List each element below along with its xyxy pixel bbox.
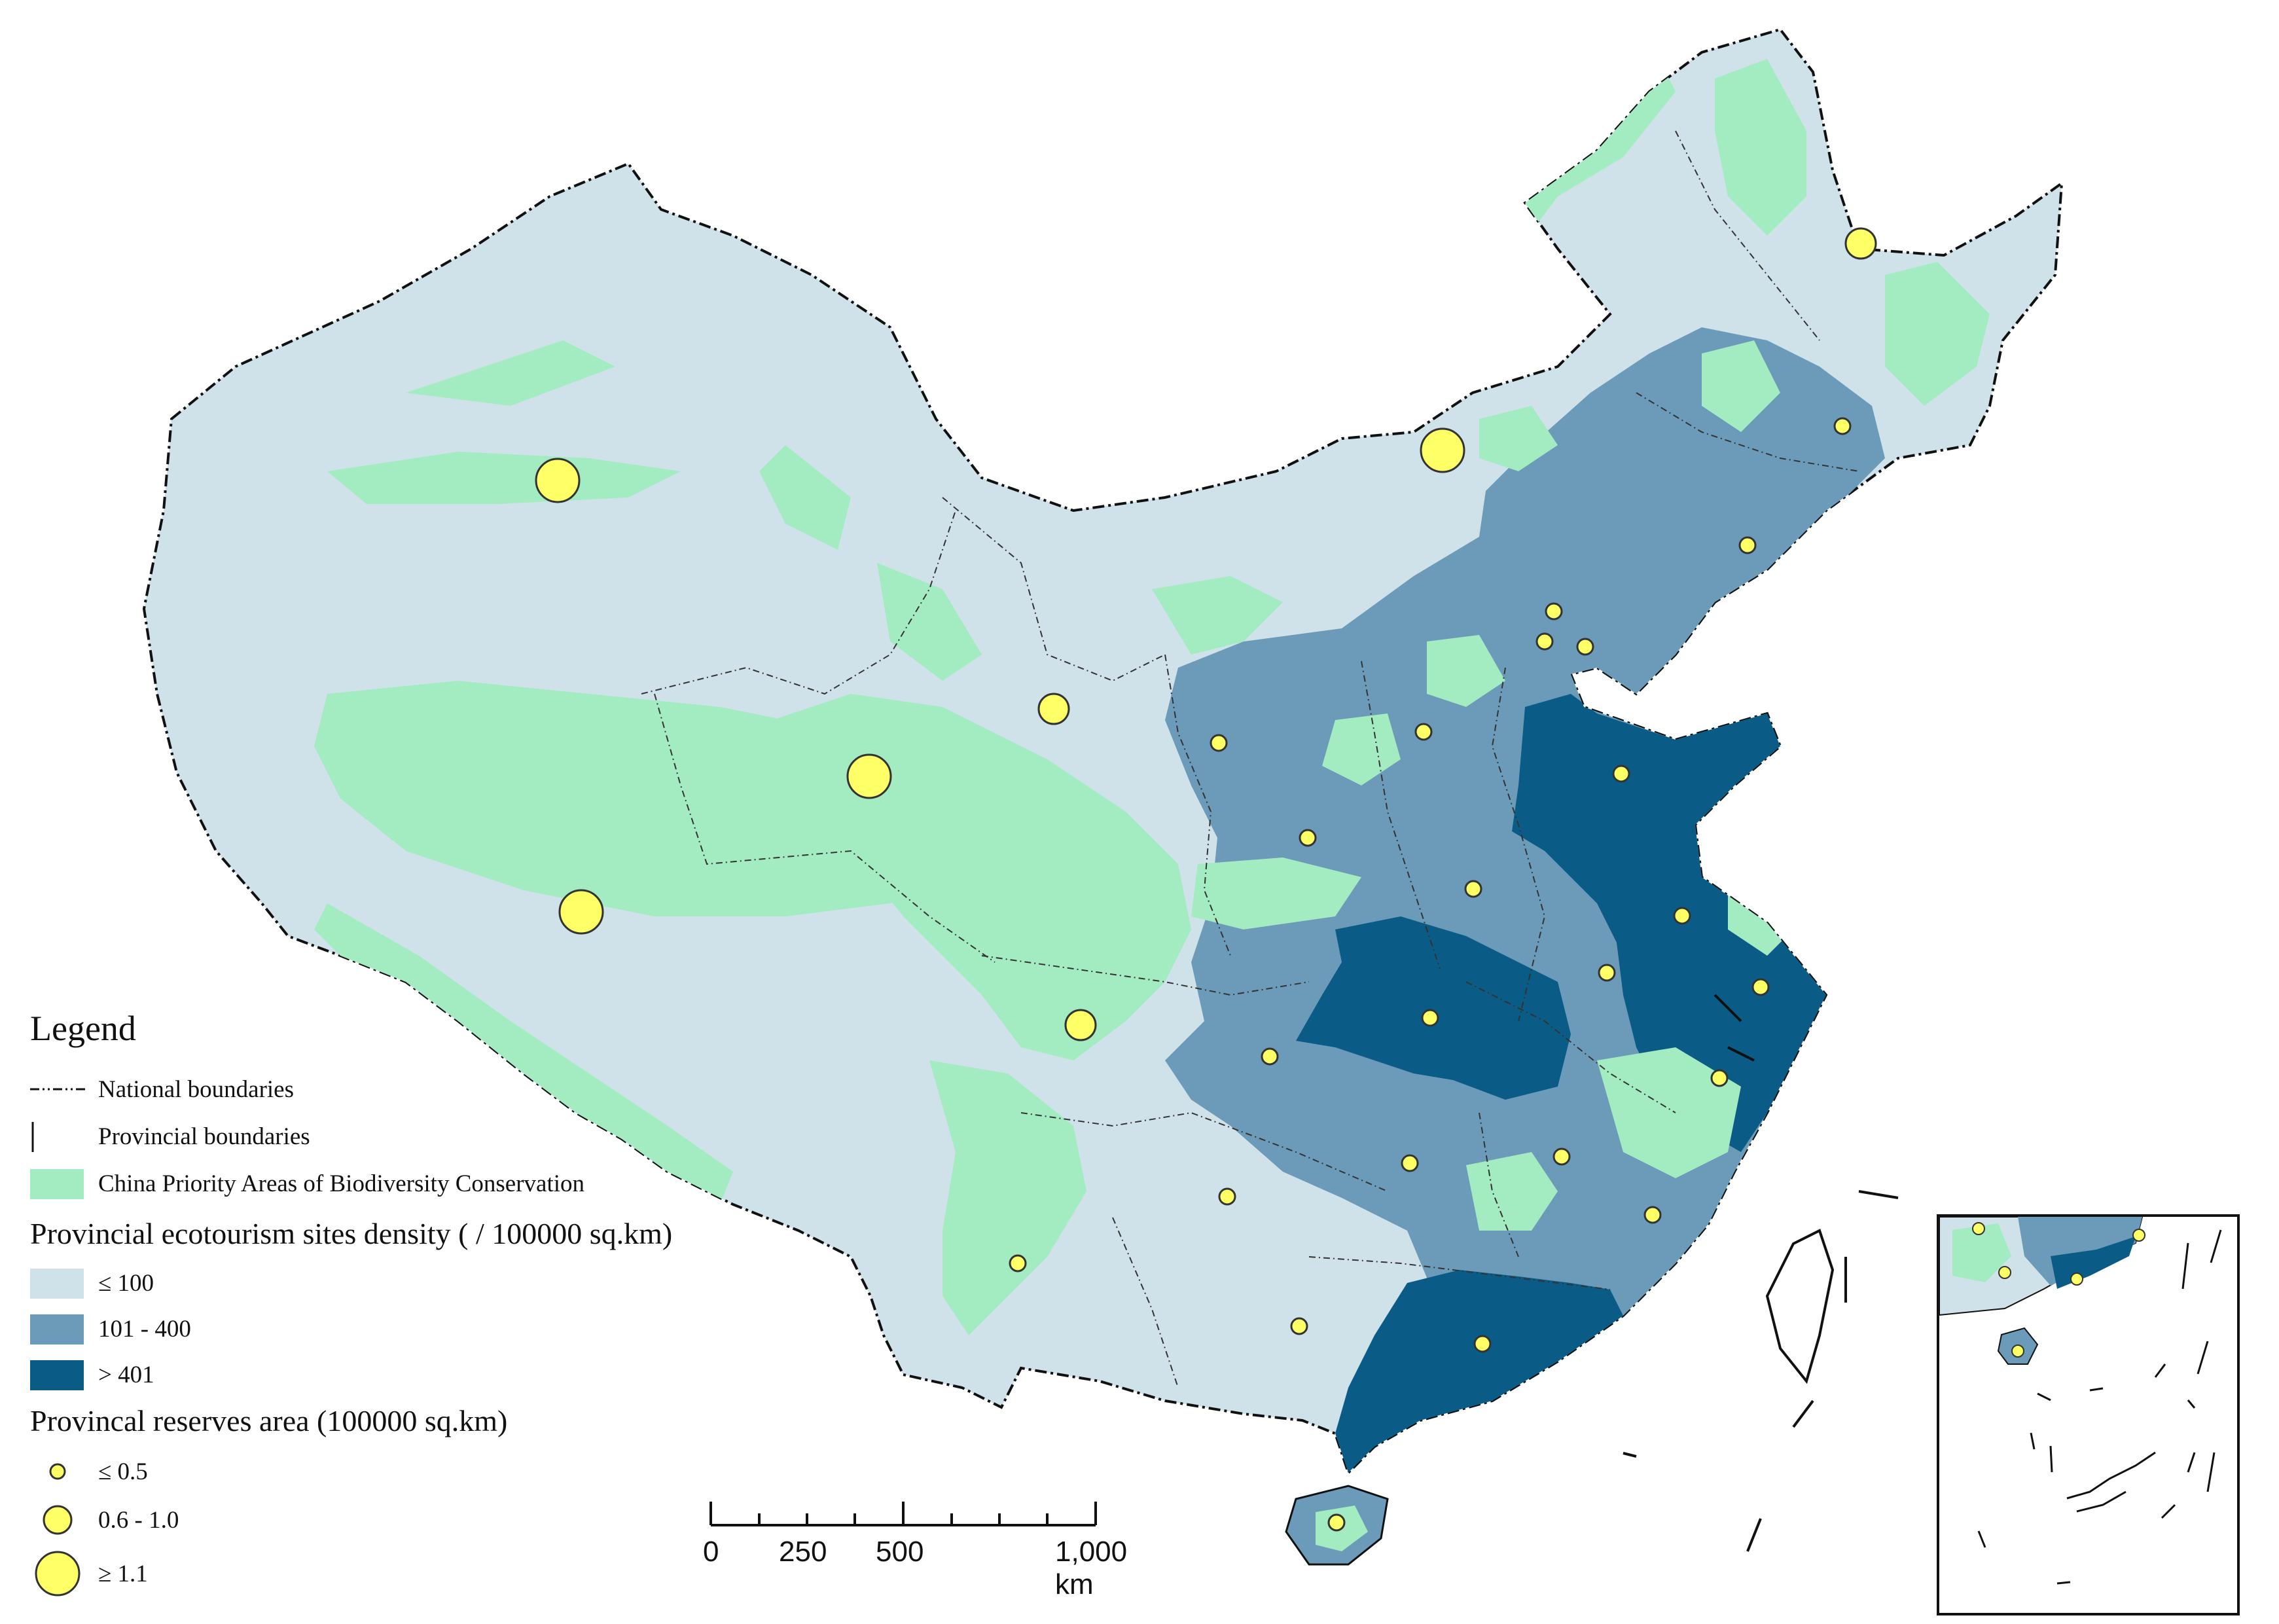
coastal-islands	[1623, 994, 1899, 1552]
reserve-legend-large-icon	[35, 1551, 81, 1597]
reserve-marker-small	[1261, 1047, 1279, 1066]
inset-marker	[2132, 1229, 2145, 1242]
reserve-marker-small	[1673, 907, 1691, 925]
reserve-marker-small	[1464, 880, 1482, 898]
density-high-region-central	[1296, 916, 1571, 1100]
reserve-marker-small	[1009, 1254, 1027, 1272]
legend-reserve-large: ≥ 1.1	[30, 1549, 148, 1598]
reserve-marker-small	[1598, 964, 1616, 982]
reserve-marker-small	[1710, 1069, 1729, 1087]
legend-density-high-label: > 401	[98, 1361, 154, 1388]
reserve-marker-small	[1290, 1317, 1308, 1335]
legend-provincial-boundaries: Provincial boundaries	[30, 1117, 310, 1156]
reserve-marker-large	[535, 458, 581, 503]
reserve-marker-small	[1738, 536, 1757, 554]
taiwan-island	[1765, 1229, 1835, 1384]
reserve-marker-small	[1210, 734, 1228, 752]
reserve-marker-small	[1421, 1009, 1439, 1027]
reserve-marker-small	[1576, 638, 1594, 656]
reserve-marker-small	[1535, 632, 1554, 651]
legend-density-title: Provincial ecotourism sites density ( / …	[30, 1217, 673, 1250]
reserve-markers	[535, 227, 1877, 1532]
reserve-marker-small	[1299, 829, 1317, 847]
scale-label-500: 500	[876, 1536, 924, 1568]
legend-reserve-large-label: ≥ 1.1	[98, 1560, 148, 1587]
legend-density-medium: 101 - 400	[30, 1309, 191, 1348]
density-medium-swatch	[30, 1314, 84, 1344]
density-low-swatch	[30, 1269, 84, 1299]
legend-national-boundaries: National boundaries	[30, 1070, 294, 1109]
reserve-marker-medium	[1844, 227, 1877, 260]
inset-marker	[1972, 1222, 1985, 1235]
reserve-marker-large	[1420, 427, 1465, 473]
scale-bar: 0 250 500 1,000 km	[700, 1496, 1127, 1600]
scale-label-250: 250	[779, 1536, 827, 1568]
reserve-marker-small	[1473, 1335, 1492, 1353]
legend-provincial-boundaries-label: Provincial boundaries	[98, 1123, 310, 1150]
national-boundary-symbol	[30, 1070, 98, 1109]
density-high-swatch	[30, 1360, 84, 1390]
inset-priority-area	[1952, 1223, 2011, 1282]
legend-density-high: > 401	[30, 1355, 154, 1394]
reserve-marker-small	[1327, 1513, 1346, 1532]
provincial-boundary-symbol	[30, 1117, 98, 1156]
legend-title: Legend	[30, 1009, 136, 1048]
legend-reserve-small-label: ≤ 0.5	[98, 1458, 148, 1485]
reserve-marker-small	[1643, 1206, 1662, 1224]
reserve-marker-small	[1545, 602, 1563, 621]
density-high-region-south	[1335, 1270, 1623, 1473]
legend-density-low-label: ≤ 100	[98, 1269, 154, 1297]
reserve-marker-large	[846, 753, 892, 799]
legend-priority-areas-label: China Priority Areas of Biodiversity Con…	[98, 1170, 584, 1197]
scale-label-1000: 1,000 km	[1055, 1536, 1128, 1600]
south-china-sea-inset	[1937, 1214, 2240, 1615]
reserve-marker-small	[1833, 417, 1852, 435]
reserve-marker-medium	[1064, 1009, 1097, 1041]
reserve-marker-small	[1218, 1187, 1236, 1206]
inset-marker	[2070, 1272, 2083, 1286]
reserve-marker-small	[1414, 723, 1433, 741]
priority-area-swatch	[30, 1164, 98, 1203]
reserve-legend-medium-icon	[43, 1505, 73, 1535]
legend-reserves-title: Provincal reserves area (100000 sq.km)	[30, 1404, 508, 1437]
reserve-marker-small	[1751, 978, 1770, 996]
legend-priority-areas: China Priority Areas of Biodiversity Con…	[30, 1164, 584, 1203]
scale-label-0: 0	[703, 1536, 719, 1568]
reserve-marker-small	[1612, 765, 1630, 783]
reserve-marker-medium	[1037, 693, 1070, 725]
reserve-marker-small	[1552, 1147, 1571, 1166]
provincial-boundaries	[641, 130, 1859, 1388]
legend-reserve-medium-label: 0.6 - 1.0	[98, 1506, 179, 1534]
legend-reserve-small: ≤ 0.5	[30, 1452, 148, 1491]
density-high-region-east	[1512, 694, 1826, 1152]
inset-marker	[2011, 1344, 2024, 1358]
reserve-marker-small	[1401, 1154, 1419, 1172]
inset-mainland-medium	[2018, 1217, 2142, 1286]
legend-density-low: ≤ 100	[30, 1263, 154, 1303]
legend-reserve-medium: 0.6 - 1.0	[30, 1500, 179, 1540]
reserve-legend-small-icon	[49, 1463, 66, 1480]
legend-density-medium-label: 101 - 400	[98, 1315, 191, 1343]
reserve-marker-large	[558, 889, 604, 935]
legend-national-boundaries-label: National boundaries	[98, 1075, 294, 1103]
inset-marker	[1998, 1266, 2011, 1279]
inset-islands	[1977, 1229, 2222, 1585]
